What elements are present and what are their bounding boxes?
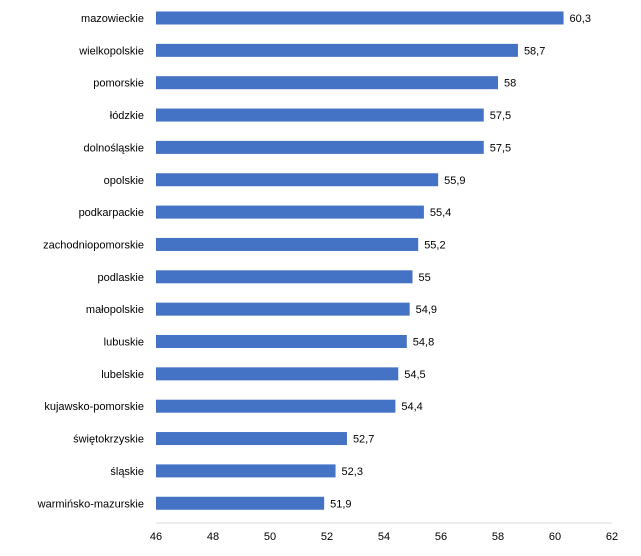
value-label: 55,4 <box>430 207 451 219</box>
category-label: wielkopolskie <box>78 45 144 57</box>
x-tick-label: 58 <box>492 531 504 543</box>
category-label: opolskie <box>104 175 144 187</box>
bar-5 <box>156 173 439 187</box>
category-label: zachodniopomorskie <box>43 239 144 251</box>
x-tick-label: 52 <box>321 531 333 543</box>
value-label: 52,7 <box>353 434 374 446</box>
x-tick-label: 54 <box>378 531 390 543</box>
value-label: 54,4 <box>401 401 422 413</box>
bar-9 <box>156 302 410 316</box>
value-labels-group: 60,3 58,7 58 57,5 57,5 55,9 55,4 55,2 55 54,9 54,8… <box>330 13 591 510</box>
bar-1 <box>156 43 518 57</box>
value-label: 54,5 <box>404 369 425 381</box>
category-labels-group: mazowieckie wielkopolskie pomorskie łódzkie… <box>37 13 144 510</box>
category-label: dolnośląskie <box>83 142 144 154</box>
bar-4 <box>156 140 484 154</box>
bar-12 <box>156 399 396 413</box>
category-label: podkarpackie <box>79 207 144 219</box>
value-label: 52,3 <box>342 466 363 478</box>
bar-0 <box>156 11 564 25</box>
bar-2 <box>156 76 498 90</box>
bars-group <box>156 11 564 510</box>
value-label: 58,7 <box>524 45 545 57</box>
x-tick-label: 46 <box>150 531 162 543</box>
category-label: mazowieckie <box>81 13 144 25</box>
bar-14 <box>156 464 336 478</box>
category-label: kujawsko-pomorskie <box>44 401 144 413</box>
category-label: warmińsko-mazurskie <box>37 498 144 510</box>
value-label: 58 <box>504 78 516 90</box>
category-label: podlaskie <box>98 272 144 284</box>
value-label: 60,3 <box>570 13 591 25</box>
x-tick-label: 48 <box>207 531 219 543</box>
category-label: świętokrzyskie <box>73 434 144 446</box>
bar-10 <box>156 335 407 348</box>
category-label: łódzkie <box>110 110 144 122</box>
value-label: 55,2 <box>424 239 445 251</box>
x-tick-labels-group: 46 48 50 52 54 56 58 60 62 <box>150 531 618 543</box>
bar-13 <box>156 432 347 446</box>
bar-11 <box>156 367 399 381</box>
x-tick-label: 50 <box>264 531 276 543</box>
category-label: małopolskie <box>86 304 144 316</box>
bar-3 <box>156 108 484 122</box>
value-label: 51,9 <box>330 498 351 510</box>
bar-6 <box>156 205 424 219</box>
x-tick-label: 62 <box>606 531 618 543</box>
value-label: 55 <box>419 272 431 284</box>
category-label: śląskie <box>110 466 144 478</box>
category-label: lubuskie <box>104 337 144 349</box>
x-tick-label: 60 <box>549 531 561 543</box>
value-label: 57,5 <box>490 110 511 122</box>
bar-7 <box>156 237 419 251</box>
x-tick-label: 56 <box>435 531 447 543</box>
value-label: 57,5 <box>490 142 511 154</box>
value-label: 55,9 <box>444 175 465 187</box>
category-label: lubelskie <box>101 369 144 381</box>
value-label: 54,8 <box>413 337 434 349</box>
category-label: pomorskie <box>93 78 144 90</box>
bar-8 <box>156 270 413 284</box>
value-label: 54,9 <box>416 304 437 316</box>
bar-15 <box>156 496 325 510</box>
